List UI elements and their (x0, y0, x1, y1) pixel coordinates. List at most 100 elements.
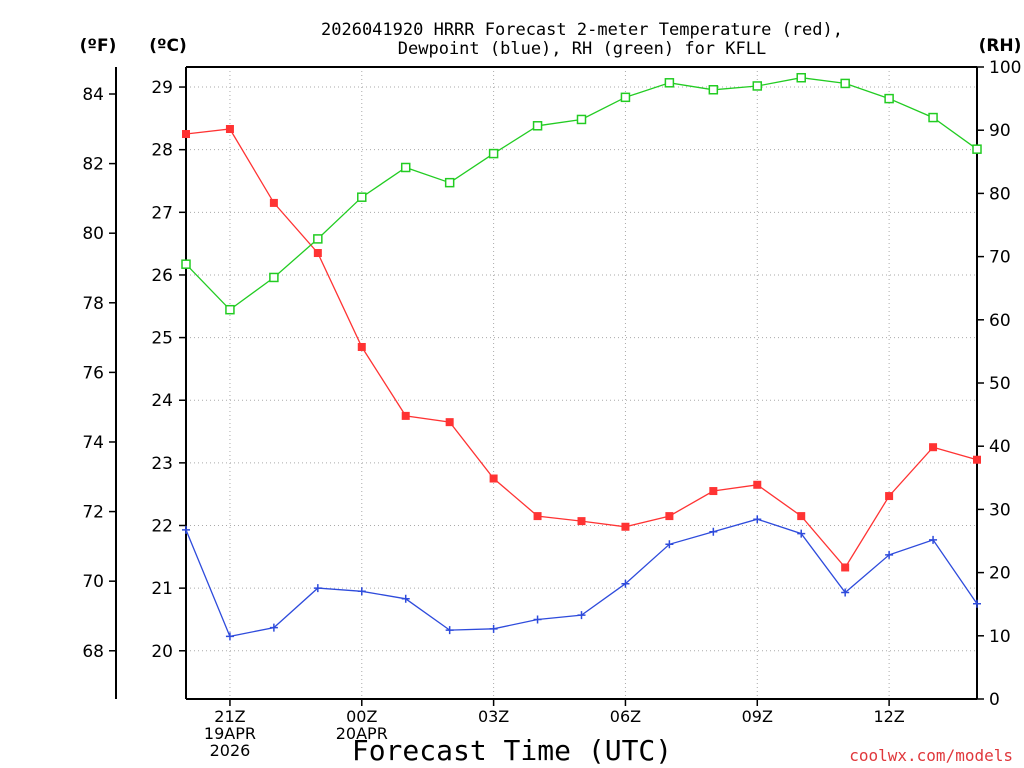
dewpoint-point (489, 624, 498, 633)
temperature-point (489, 474, 498, 483)
x-tick-label: 12Z (873, 707, 904, 726)
rh-tick-label: 70 (989, 248, 1011, 268)
x-tick-label: 00Z (346, 707, 377, 726)
dewpoint-point (313, 584, 322, 593)
temperature-line (185, 128, 978, 569)
temperature-point (709, 487, 718, 496)
dewpoint-point (929, 535, 938, 544)
temperature-point (313, 249, 322, 258)
fahrenheit-unit-label: (ºF) (80, 36, 117, 56)
dewpoint-point (445, 626, 454, 635)
rh-point (313, 234, 323, 244)
grid-lines (186, 67, 977, 699)
celsius-tick-label: 20 (151, 642, 173, 662)
rh-point (664, 78, 675, 88)
x-tick-label: 06Z (610, 707, 641, 726)
rh-tick-label: 10 (989, 627, 1011, 647)
rh-point (620, 92, 631, 103)
rh-point (752, 81, 763, 91)
rh-point (972, 144, 982, 154)
temperature-point (445, 418, 454, 427)
rh-point (884, 93, 894, 104)
rh-tick-label: 30 (989, 500, 1011, 520)
rh-point (928, 112, 938, 123)
rh-point (576, 114, 587, 125)
fahrenheit-tick-label: 82 (82, 155, 104, 175)
x-tick-label: 2026 (210, 741, 251, 760)
temperature-point (533, 512, 542, 521)
rh-point (269, 272, 279, 283)
dewpoint-point (621, 579, 630, 588)
dewpoint-point (709, 527, 718, 536)
x-tick-label: 21Z (214, 707, 245, 726)
celsius-tick-label: 21 (151, 579, 173, 599)
dewpoint-point (577, 611, 586, 620)
dewpoint-point (225, 632, 234, 641)
fahrenheit-tick-label: 70 (82, 572, 104, 592)
rh-tick-label: 80 (989, 184, 1011, 204)
rh-tick-label: 60 (989, 311, 1011, 331)
dewpoint-point (885, 550, 894, 559)
celsius-unit-label: (ºC) (149, 36, 187, 56)
temperature-point (797, 512, 806, 521)
celsius-tick-label: 28 (151, 141, 173, 161)
rh-point (357, 192, 367, 202)
x-tick-label: 09Z (742, 707, 773, 726)
temperature-point (621, 522, 630, 531)
celsius-tick-label: 26 (151, 266, 173, 286)
fahrenheit-tick-label: 84 (82, 85, 104, 105)
temperature-point (401, 411, 410, 420)
dewpoint-point (533, 615, 542, 624)
celsius-tick-label: 24 (151, 391, 173, 411)
x-axis-label: Forecast Time (UTC) (352, 734, 672, 767)
temperature-point (753, 480, 762, 489)
rh-tick-label: 20 (989, 564, 1011, 584)
rh-unit-label: (RH) (979, 36, 1022, 56)
rh-point (181, 259, 191, 269)
fahrenheit-tick-label: 72 (82, 503, 104, 523)
dewpoint-point (182, 525, 190, 534)
rh-tick-label: 100 (989, 58, 1021, 78)
temperature-point (182, 130, 190, 139)
rh-tick-label: 50 (989, 374, 1011, 394)
dewpoint-point (841, 588, 850, 597)
fahrenheit-tick-label: 68 (82, 642, 104, 662)
x-tick-label: 20APR (336, 724, 388, 743)
temperature-point (841, 563, 850, 572)
temperature-point (357, 342, 366, 351)
fahrenheit-tick-label: 74 (82, 433, 104, 453)
temperature-point (885, 492, 894, 501)
dewpoint-point (973, 599, 981, 608)
fahrenheit-tick-label: 80 (82, 224, 104, 244)
credit-link[interactable]: coolwx.com/models (849, 746, 1013, 765)
celsius-tick-label: 25 (151, 329, 173, 349)
axes: 20 21 22 23 24 25 26 27 28 29 68 70 72 74 76 78 80 82 84 0 1… (82, 58, 1021, 760)
temperature-point (269, 198, 278, 207)
x-tick-label: 19APR (204, 724, 256, 743)
fahrenheit-tick-label: 76 (82, 363, 104, 383)
fahrenheit-tick-label: 78 (82, 294, 104, 314)
dewpoint-point (269, 623, 278, 632)
temperature-point (665, 512, 674, 521)
temperature-point (577, 517, 586, 526)
rh-point (708, 85, 719, 95)
dewpoint-point (665, 540, 674, 549)
celsius-tick-label: 29 (151, 78, 173, 98)
celsius-tick-label: 27 (151, 203, 173, 223)
rh-point (400, 162, 411, 173)
rh-point (225, 304, 235, 315)
series-layer (181, 72, 982, 641)
temperature-point (973, 455, 981, 464)
temperature-point (225, 125, 234, 134)
rh-point (488, 148, 499, 159)
rh-point (796, 72, 806, 83)
dewpoint-point (753, 515, 762, 524)
celsius-tick-label: 23 (151, 454, 173, 474)
celsius-tick-label: 22 (151, 516, 173, 536)
rh-tick-label: 40 (989, 437, 1011, 457)
rh-point (840, 78, 850, 89)
dewpoint-point (401, 594, 410, 603)
x-tick-label: 03Z (478, 707, 509, 726)
rh-point (444, 177, 455, 188)
